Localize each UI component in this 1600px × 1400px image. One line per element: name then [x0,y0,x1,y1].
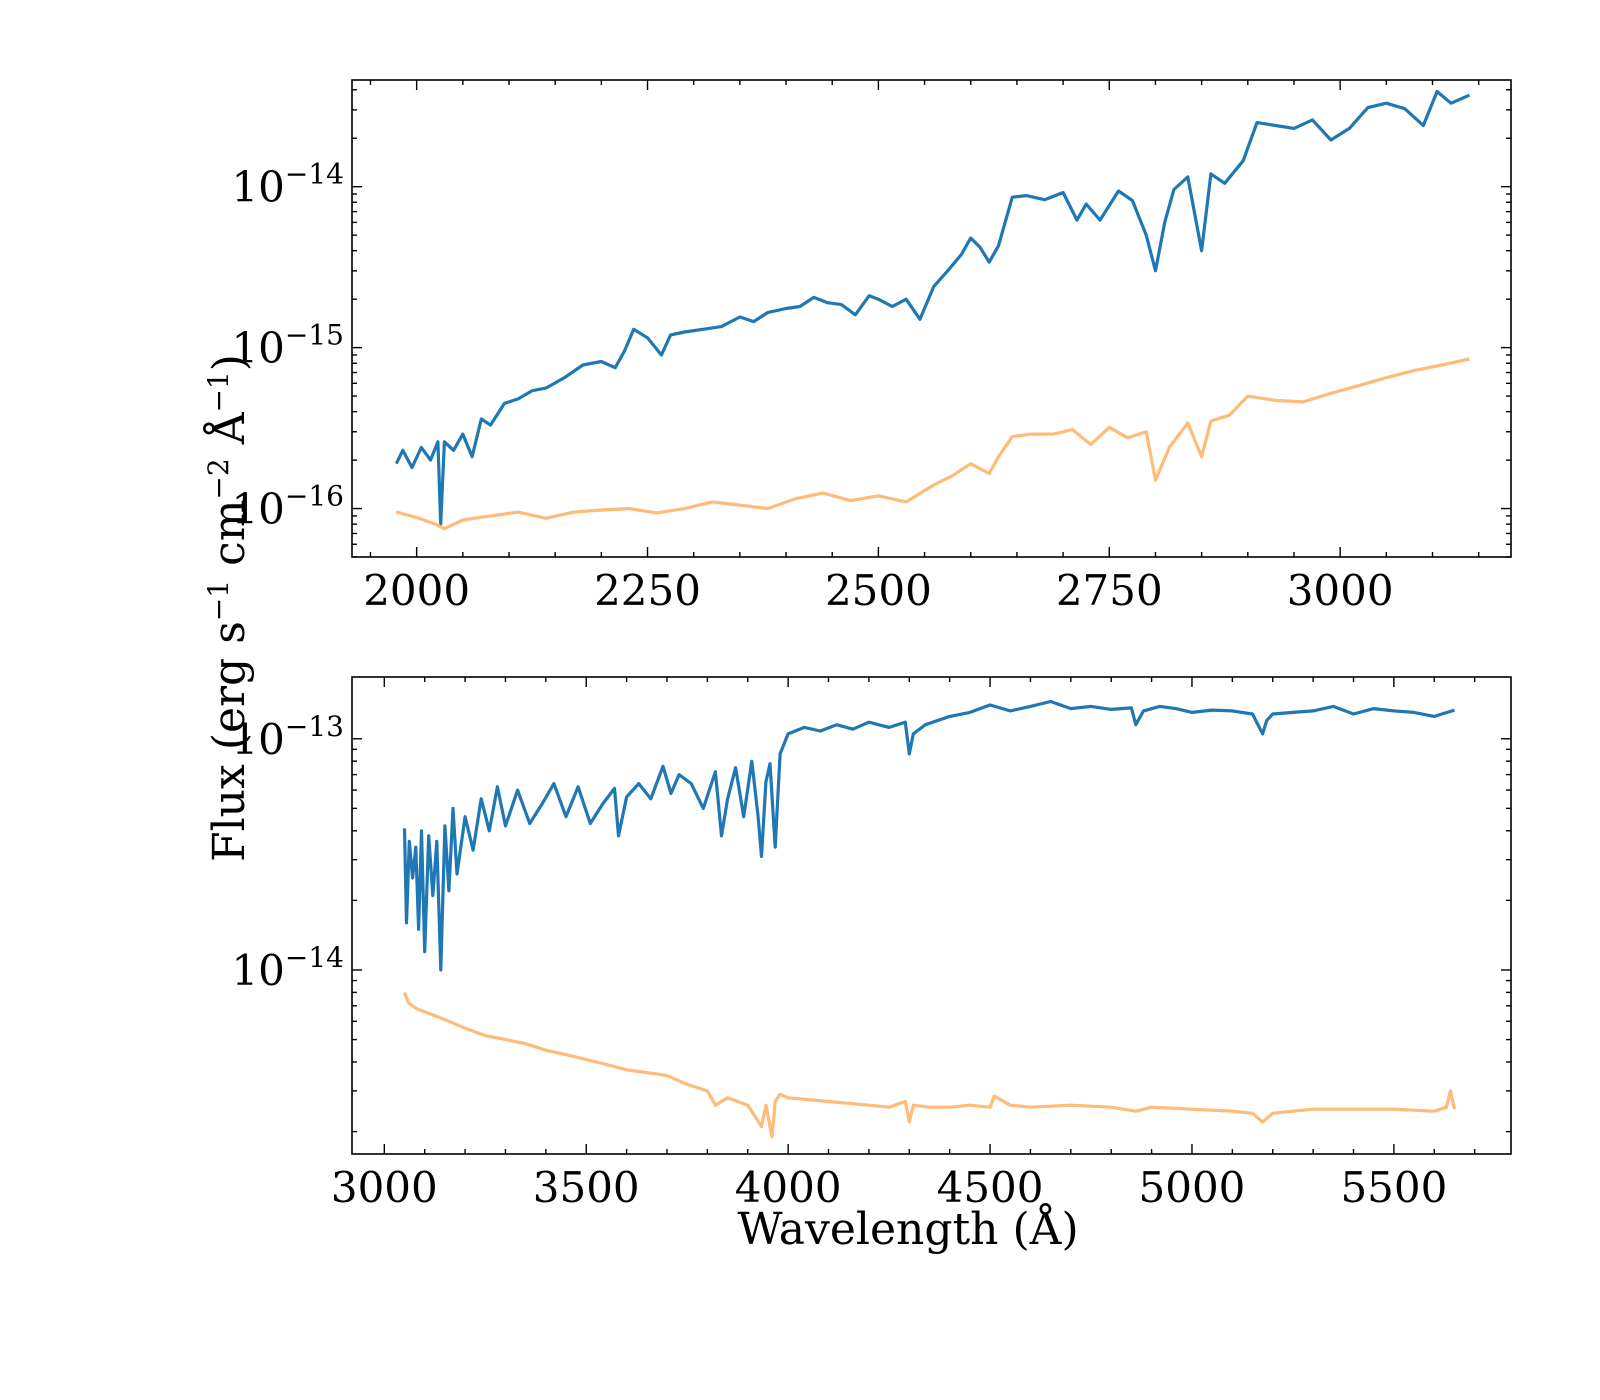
ylabel-part: Å [202,411,255,458]
y-tick-exponent: −16 [285,480,344,513]
y-tick-label: 10−15 [231,319,344,373]
x-axis-label: Wavelength (Å) [737,1202,1078,1255]
y-axis-label: Flux (erg s−1 cm−2 Å−1) [202,354,256,862]
x-tick-label: 2500 [825,566,932,615]
x-tick-label: 2250 [594,566,701,615]
ylabel-part: Flux (erg s [204,621,255,862]
y-tick-base: 10 [231,485,284,534]
y-tick-exponent: −15 [285,319,344,352]
y-tick-base: 10 [231,715,284,764]
y-tick-exponent: −14 [285,158,344,191]
y-tick-base: 10 [231,946,284,995]
series-line-1 [394,89,1471,526]
ylabel-part: ) [204,354,255,371]
plot-frame [351,79,1512,558]
y-tick-exponent: −14 [285,941,344,974]
x-tick-label: 4500 [937,1163,1044,1212]
ylabel-exp: −1 [202,580,235,621]
plot-frame [351,676,1512,1155]
y-tick-exponent: −13 [285,710,344,743]
y-tick-label: 10−14 [231,158,344,212]
x-tick-label: 4000 [735,1163,842,1212]
x-tick-label: 2000 [363,566,470,615]
series-line-1 [402,699,1455,972]
series-line-2 [395,357,1470,531]
x-tick-label: 2750 [1056,566,1163,615]
y-tick-label: 10−16 [231,480,344,534]
x-tick-label: 3500 [533,1163,640,1212]
series-line-2 [403,991,1457,1139]
x-tick-label: 3000 [1287,566,1394,615]
x-tick-label: 5000 [1139,1163,1246,1212]
ylabel-exp: −1 [202,371,235,412]
ylabel-part: cm [204,500,255,580]
y-tick-base: 10 [231,163,284,212]
x-tick-label: 5500 [1340,1163,1447,1212]
ylabel-exp: −2 [202,458,235,499]
x-tick-label: 3000 [331,1163,438,1212]
y-tick-label: 10−13 [231,710,344,764]
y-tick-label: 10−14 [231,941,344,995]
y-tick-base: 10 [231,324,284,373]
